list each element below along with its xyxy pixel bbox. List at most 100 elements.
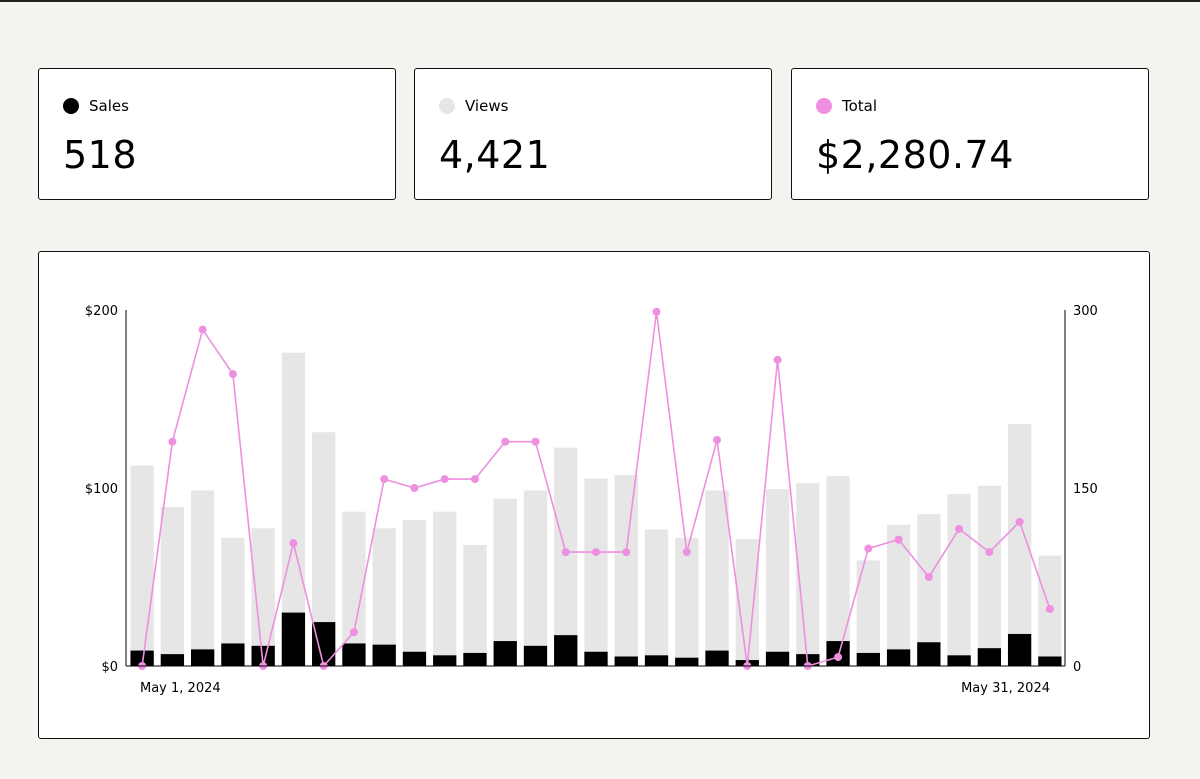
sales-bar xyxy=(584,651,608,666)
total-point xyxy=(773,355,782,364)
left-axis-tick-label: $200 xyxy=(85,304,118,319)
x-axis-start-label: May 1, 2024 xyxy=(140,681,221,696)
sales-bar xyxy=(402,651,427,666)
sales-label: Sales xyxy=(89,97,129,115)
sales-bar xyxy=(251,645,275,666)
total-point xyxy=(1045,605,1054,614)
views-bars xyxy=(130,352,1062,666)
left-axis-tick-label: $100 xyxy=(85,482,118,497)
chart-axes xyxy=(125,310,1066,667)
views-bar xyxy=(130,465,154,666)
total-label: Total xyxy=(842,97,878,115)
sales-bar xyxy=(433,655,457,666)
total-label-row: Total xyxy=(816,97,877,115)
sales-bar xyxy=(644,655,669,666)
views-bar xyxy=(372,528,396,666)
sales-bar xyxy=(342,643,366,666)
total-point xyxy=(501,437,510,446)
views-label: Views xyxy=(465,97,509,115)
views-legend-dot xyxy=(439,98,455,114)
total-point xyxy=(349,628,358,637)
views-bar xyxy=(917,514,941,666)
sales-bar xyxy=(372,644,396,666)
views-bar xyxy=(342,511,366,666)
total-point xyxy=(864,544,873,553)
total-point xyxy=(955,524,964,533)
sales-bar xyxy=(977,648,1002,666)
total-point xyxy=(380,475,389,484)
views-bar xyxy=(221,537,245,666)
views-value: 4,421 xyxy=(439,133,551,177)
views-bar xyxy=(1007,423,1032,666)
sales-label-row: Sales xyxy=(63,97,129,115)
total-point xyxy=(228,370,237,379)
sales-bar xyxy=(523,645,548,666)
views-bar xyxy=(190,490,215,666)
views-card: Views 4,421 xyxy=(414,68,772,200)
total-value: $2,280.74 xyxy=(816,133,1014,177)
views-bar xyxy=(160,506,185,666)
total-point xyxy=(168,437,177,446)
total-point xyxy=(622,548,631,557)
total-point xyxy=(713,435,722,444)
sales-bar xyxy=(493,641,517,666)
chart-card: $0 $100 $200 0 150 300 May 1, 2024 May 31, 2024 xyxy=(38,251,1150,739)
total-point xyxy=(592,548,600,557)
sales-bar xyxy=(886,649,911,666)
sales-bar xyxy=(765,651,790,666)
sales-legend-dot xyxy=(63,98,79,114)
views-bar xyxy=(826,476,850,666)
sales-bar xyxy=(130,650,154,666)
total-point xyxy=(531,437,540,446)
views-bar xyxy=(402,520,427,666)
sales-bar xyxy=(705,650,729,666)
views-bar xyxy=(312,432,336,666)
sales-bar xyxy=(221,643,245,666)
total-point xyxy=(470,475,479,484)
total-point xyxy=(410,484,419,492)
views-bar xyxy=(251,528,275,666)
sales-bar xyxy=(190,649,215,666)
total-point xyxy=(440,475,449,484)
sales-bar xyxy=(312,622,336,666)
views-bar xyxy=(614,474,638,666)
views-bar xyxy=(735,539,759,666)
left-axis-tick-label: $0 xyxy=(101,660,118,675)
total-line xyxy=(138,307,1054,670)
views-bar xyxy=(584,478,608,666)
sales-bar xyxy=(675,657,699,666)
sales-bar xyxy=(947,655,971,666)
views-bar xyxy=(856,560,880,666)
total-legend-dot xyxy=(816,98,832,114)
views-bar xyxy=(675,537,699,666)
views-bar xyxy=(977,485,1002,666)
chart-labels: $0 $100 $200 0 150 300 May 1, 2024 May 31, 2024 xyxy=(85,304,1098,696)
views-bar xyxy=(644,529,669,666)
combo-chart: $0 $100 $200 0 150 300 May 1, 2024 May 31, 2024 xyxy=(85,304,1098,696)
total-point xyxy=(652,307,661,316)
sales-value: 518 xyxy=(63,133,138,177)
sales-bar xyxy=(614,656,638,666)
right-axis-tick-label: 0 xyxy=(1073,660,1081,675)
total-point xyxy=(289,539,298,548)
views-label-row: Views xyxy=(439,97,508,115)
right-axis-tick-label: 150 xyxy=(1073,482,1098,497)
sales-bar xyxy=(554,635,578,666)
total-point xyxy=(924,573,933,581)
views-bar xyxy=(705,490,729,666)
total-point xyxy=(834,653,843,662)
total-point xyxy=(198,325,207,334)
sales-bar xyxy=(463,652,487,666)
total-point xyxy=(985,548,994,557)
views-bar xyxy=(523,490,548,666)
views-bar xyxy=(281,352,306,666)
sales-bar xyxy=(917,642,941,666)
views-bar xyxy=(554,447,578,666)
x-axis-end-label: May 31, 2024 xyxy=(961,681,1050,696)
sales-bars xyxy=(130,612,1062,666)
total-card: Total $2,280.74 xyxy=(791,68,1149,200)
views-bar xyxy=(463,544,487,666)
right-axis-tick-label: 300 xyxy=(1073,304,1098,319)
sales-bar xyxy=(856,652,880,666)
